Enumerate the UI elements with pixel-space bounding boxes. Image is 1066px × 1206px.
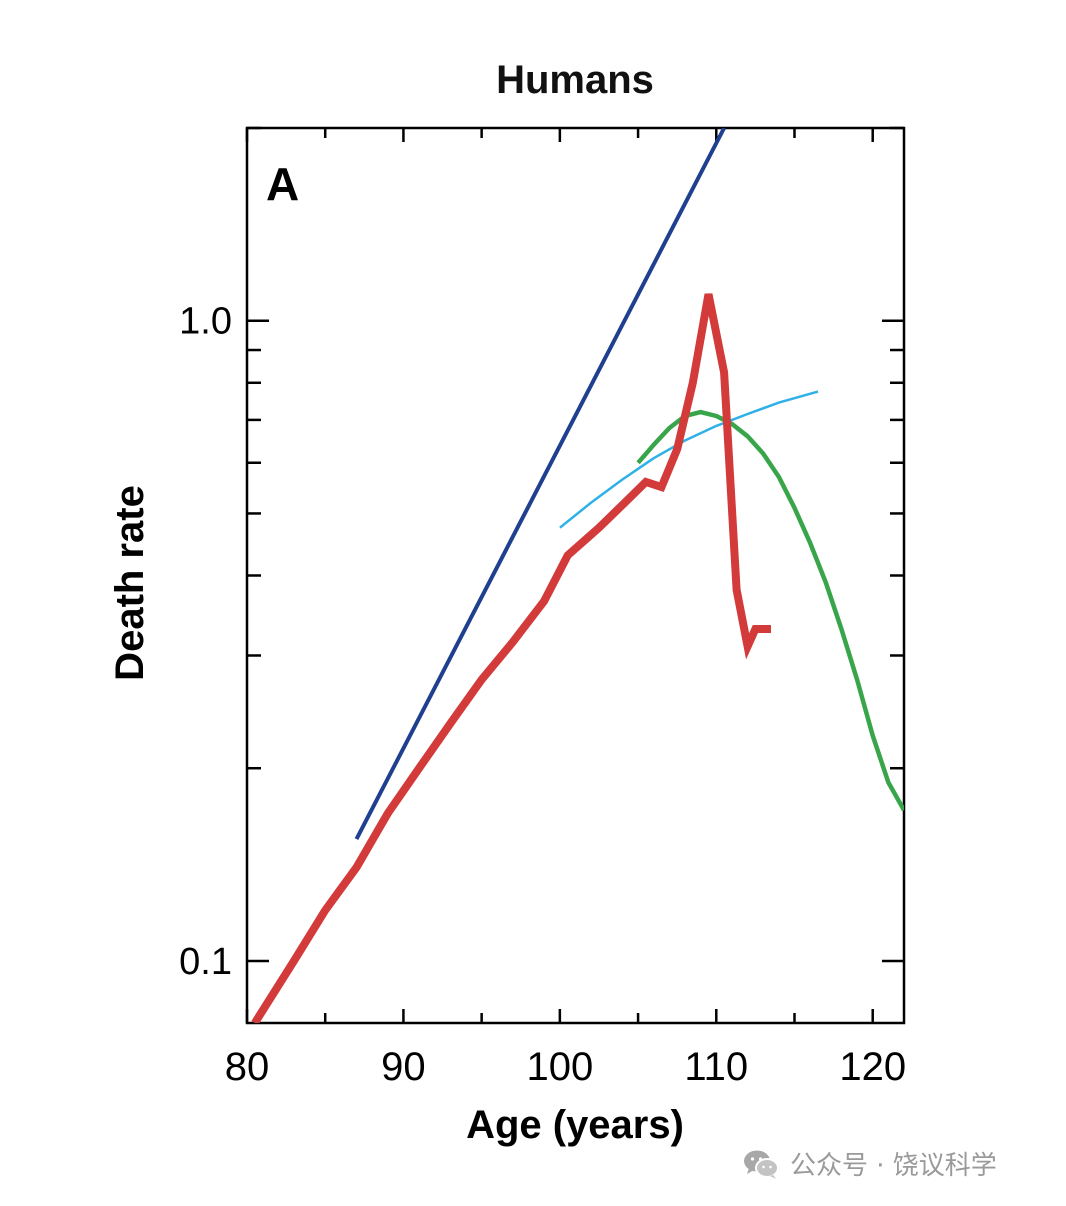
series-line-fit-2 [636, 409, 904, 812]
x-tick-label: 80 [225, 1045, 270, 1089]
series-line-fit-1 [559, 390, 819, 529]
x-axis-label: Age (years) [466, 1103, 684, 1147]
chart-title: Humans [496, 58, 654, 102]
watermark-text: 公众号 · 饶议科学 [790, 1151, 997, 1181]
panel-label: A [266, 158, 299, 210]
y-tick-label: 0.1 [179, 941, 232, 983]
wechat-icon [744, 1150, 779, 1179]
series-line-observed-3 [251, 293, 771, 1023]
y-axis-label: Death rate [108, 485, 152, 681]
watermark: 公众号 · 饶议科学 [742, 1145, 997, 1182]
axis-ticks [245, 126, 904, 1023]
y-tick-label: 1.0 [179, 301, 232, 343]
x-tick-label: 90 [381, 1045, 426, 1089]
x-tick-label: 100 [526, 1045, 593, 1089]
x-tick-label: 110 [684, 1045, 748, 1089]
series-line-exponential-0 [354, 128, 726, 841]
x-tick-label: 120 [839, 1045, 906, 1089]
x-tick-labels: 80 90 100 110 120 [225, 1045, 906, 1089]
y-tick-labels: 0.1 1.0 [179, 301, 232, 983]
series-layer [251, 128, 904, 1023]
